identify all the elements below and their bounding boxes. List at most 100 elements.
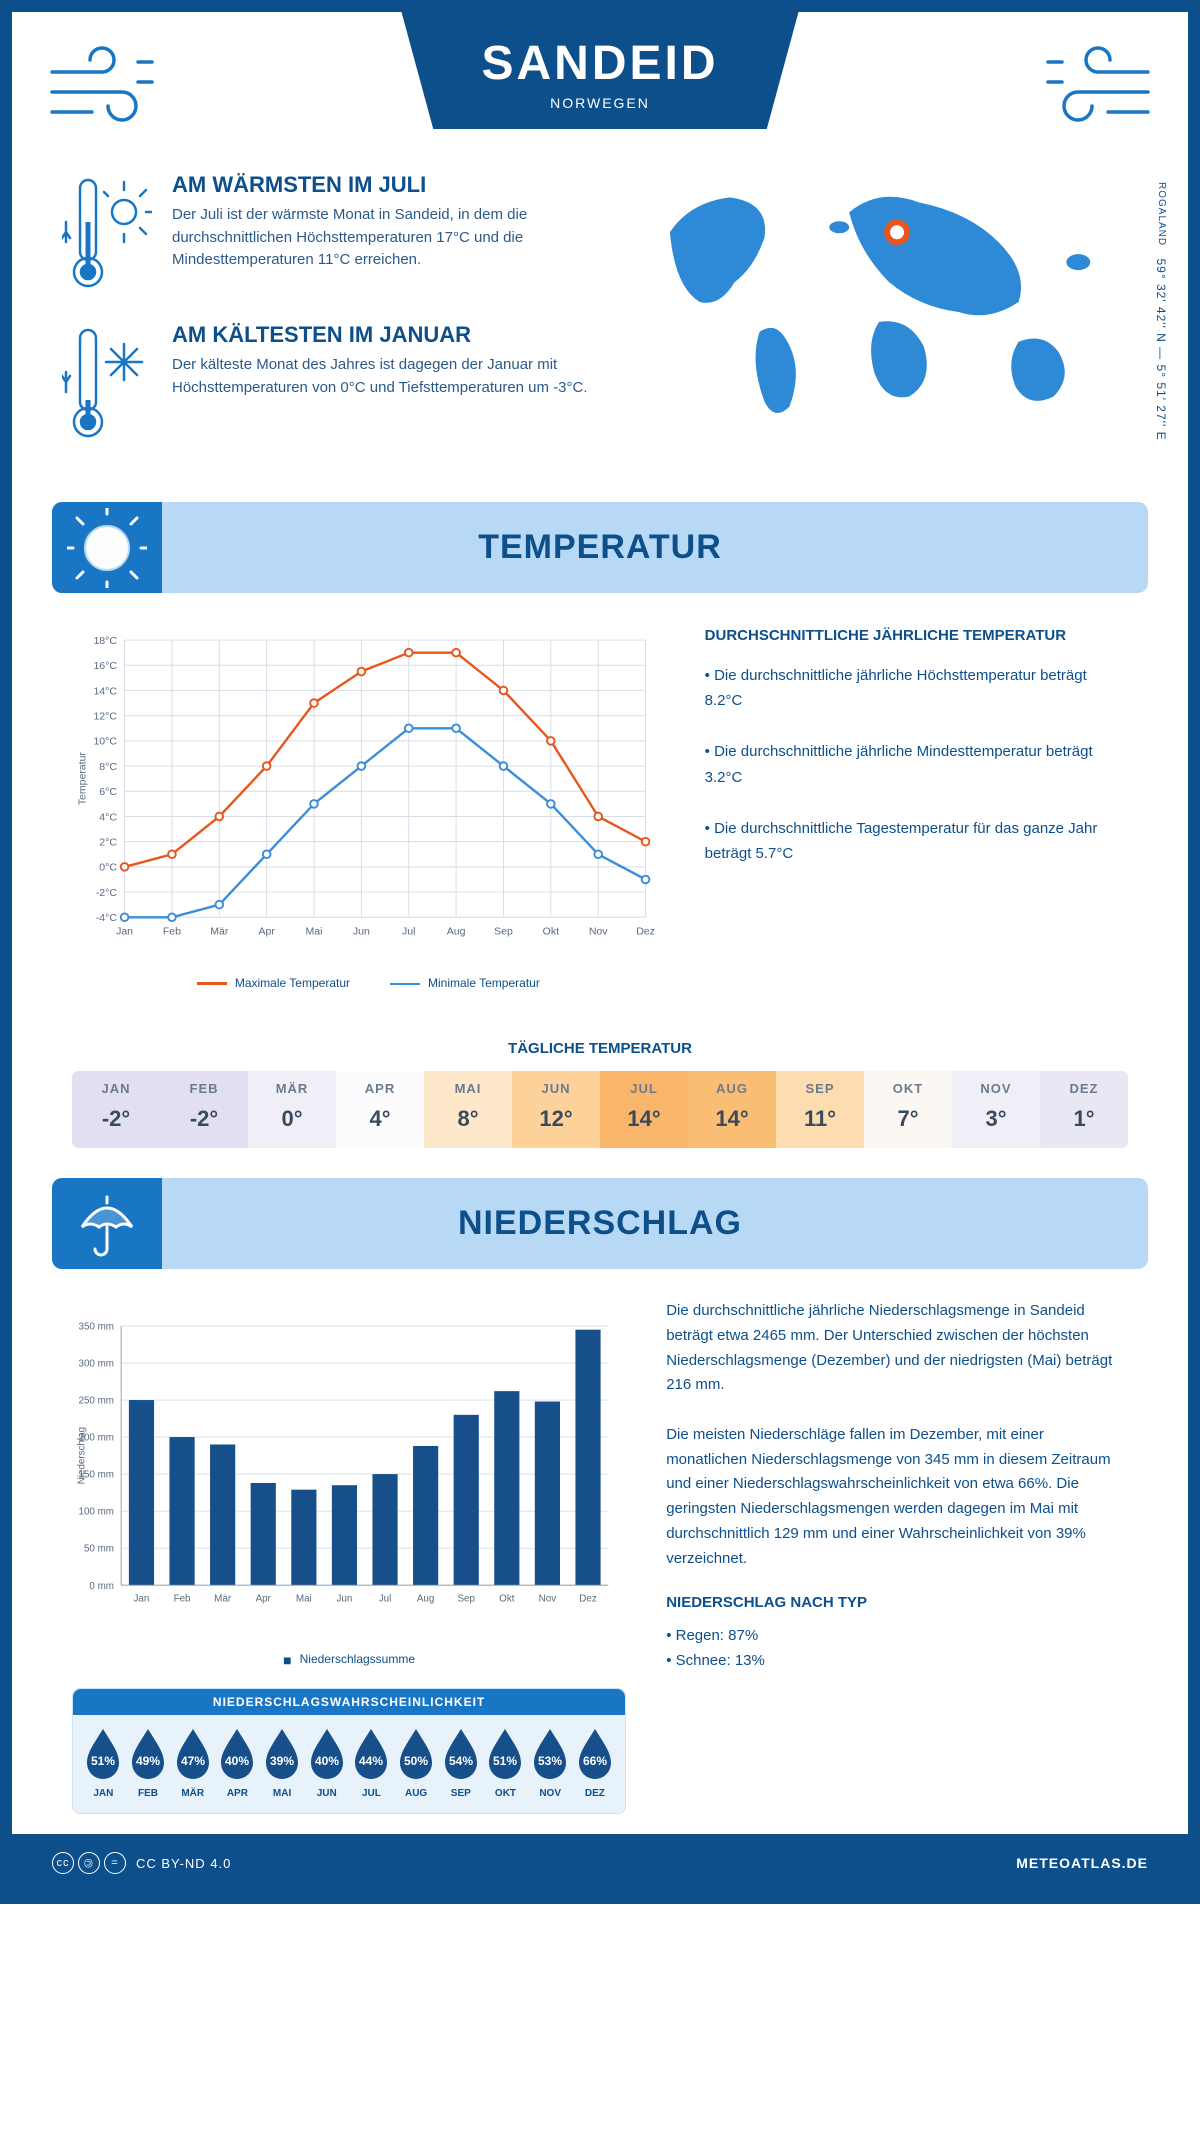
- precip-prob-box: NIEDERSCHLAGSWAHRSCHEINLICHKEIT 51%JAN 49…: [72, 1688, 626, 1814]
- prob-drop: 40%JUN: [304, 1727, 349, 1799]
- cc-icons: cc 🄯 =: [52, 1852, 126, 1874]
- precip-type-0: • Regen: 87%: [666, 1624, 1128, 1649]
- coldest-title: AM KÄLTESTEN IM JANUAR: [172, 322, 610, 348]
- thermometer-snow-icon: [62, 322, 152, 442]
- precip-prob-title: NIEDERSCHLAGSWAHRSCHEINLICHKEIT: [73, 1689, 625, 1715]
- title-banner: SANDEID NORWEGEN: [401, 12, 798, 129]
- country-subtitle: NORWEGEN: [481, 95, 718, 111]
- temp-bullet-2: • Die durchschnittliche Tagestemperatur …: [705, 816, 1128, 867]
- warmest-text: Der Juli ist der wärmste Monat in Sandei…: [172, 204, 610, 272]
- precip-text-2: Die meisten Niederschläge fallen im Deze…: [666, 1423, 1128, 1572]
- precip-left: 0 mm50 mm100 mm150 mm200 mm250 mm300 mm3…: [72, 1299, 626, 1814]
- sun-header-icon: [52, 502, 162, 593]
- prob-drop: 66%DEZ: [573, 1727, 618, 1799]
- daily-temp-grid: JAN-2°FEB-2°MÄR0°APR4°MAI8°JUN12°JUL14°A…: [72, 1071, 1128, 1148]
- svg-text:Niederschlag: Niederschlag: [77, 1427, 88, 1484]
- map-column: ROGALAND 59° 32' 42'' N — 5° 51' 27'' E: [640, 172, 1138, 472]
- svg-text:18°C: 18°C: [93, 635, 117, 647]
- temp-info-title: DURCHSCHNITTLICHE JÄHRLICHE TEMPERATUR: [705, 623, 1128, 649]
- precip-title: NIEDERSCHLAG: [72, 1204, 1128, 1243]
- svg-text:Nov: Nov: [589, 925, 608, 937]
- daily-cell: JUL14°: [600, 1071, 688, 1148]
- temp-bullet-0: • Die durchschnittliche jährliche Höchst…: [705, 663, 1128, 714]
- svg-text:300 mm: 300 mm: [78, 1359, 114, 1370]
- svg-text:51%: 51%: [493, 1754, 517, 1768]
- prob-drop: 51%OKT: [483, 1727, 528, 1799]
- precip-body: 0 mm50 mm100 mm150 mm200 mm250 mm300 mm3…: [12, 1299, 1188, 1834]
- prob-drop: 50%AUG: [394, 1727, 439, 1799]
- svg-text:Jun: Jun: [337, 1593, 353, 1604]
- daily-cell: JUN12°: [512, 1071, 600, 1148]
- svg-text:49%: 49%: [136, 1754, 160, 1768]
- header-row: SANDEID NORWEGEN: [12, 12, 1188, 142]
- svg-text:Sep: Sep: [494, 925, 513, 937]
- svg-text:Temperatur: Temperatur: [76, 752, 88, 806]
- precip-type-1: • Schnee: 13%: [666, 1649, 1128, 1674]
- precip-type-title: NIEDERSCHLAG NACH TYP: [666, 1591, 1128, 1616]
- svg-text:8°C: 8°C: [99, 761, 117, 773]
- svg-text:40%: 40%: [315, 1754, 339, 1768]
- license-block: cc 🄯 = CC BY-ND 4.0: [52, 1852, 231, 1874]
- daily-cell: SEP11°: [776, 1071, 864, 1148]
- daily-cell: OKT7°: [864, 1071, 952, 1148]
- temperature-title: TEMPERATUR: [72, 528, 1128, 567]
- svg-text:12°C: 12°C: [93, 710, 117, 722]
- svg-text:44%: 44%: [359, 1754, 383, 1768]
- coordinates-label: ROGALAND 59° 32' 42'' N — 5° 51' 27'' E: [1154, 182, 1168, 441]
- svg-text:250 mm: 250 mm: [78, 1396, 114, 1407]
- wind-icon-left: [42, 32, 172, 142]
- footer: cc 🄯 = CC BY-ND 4.0 METEOATLAS.DE: [12, 1834, 1188, 1892]
- svg-text:16°C: 16°C: [93, 660, 117, 672]
- coords-text: 59° 32' 42'' N — 5° 51' 27'' E: [1154, 258, 1168, 440]
- svg-text:-2°C: -2°C: [96, 887, 118, 899]
- city-title: SANDEID: [481, 36, 718, 91]
- precip-section-header: NIEDERSCHLAG: [52, 1178, 1148, 1269]
- svg-text:Jan: Jan: [116, 925, 133, 937]
- coldest-text: Der kälteste Monat des Jahres ist dagege…: [172, 354, 610, 399]
- svg-text:Mär: Mär: [210, 925, 229, 937]
- svg-text:Mai: Mai: [296, 1593, 312, 1604]
- legend-precip: Niederschlagssumme: [283, 1652, 415, 1668]
- svg-text:66%: 66%: [583, 1754, 607, 1768]
- daily-cell: NOV3°: [952, 1071, 1040, 1148]
- coldest-fact: AM KÄLTESTEN IM JANUAR Der kälteste Mona…: [62, 322, 610, 442]
- daily-cell: MÄR0°: [248, 1071, 336, 1148]
- prob-drop: 40%APR: [215, 1727, 260, 1799]
- svg-text:54%: 54%: [449, 1754, 473, 1768]
- nd-icon: =: [104, 1852, 126, 1874]
- svg-text:39%: 39%: [270, 1754, 294, 1768]
- temp-bullet-1: • Die durchschnittliche jährliche Mindes…: [705, 739, 1128, 790]
- daily-cell: AUG14°: [688, 1071, 776, 1148]
- svg-text:Mai: Mai: [306, 925, 323, 937]
- temperature-chart-wrap: -4°C-2°C0°C2°C4°C6°C8°C10°C12°C14°C16°C1…: [72, 623, 665, 990]
- prob-drop: 54%SEP: [438, 1727, 483, 1799]
- svg-text:Feb: Feb: [174, 1593, 191, 1604]
- svg-text:0°C: 0°C: [99, 862, 117, 874]
- facts-column: AM WÄRMSTEN IM JULI Der Juli ist der wär…: [62, 172, 610, 472]
- temperature-section-header: TEMPERATUR: [52, 502, 1148, 593]
- temperature-legend: Maximale Temperatur Minimale Temperatur: [72, 976, 665, 990]
- precip-prob-row: 51%JAN49%FEB47%MÄR40%APR39%MAI40%JUN44%J…: [73, 1715, 625, 1813]
- svg-text:-4°C: -4°C: [96, 912, 118, 924]
- svg-text:350 mm: 350 mm: [78, 1322, 114, 1333]
- svg-text:0 mm: 0 mm: [89, 1581, 114, 1592]
- svg-text:Jul: Jul: [379, 1593, 392, 1604]
- temperature-body: -4°C-2°C0°C2°C4°C6°C8°C10°C12°C14°C16°C1…: [12, 623, 1188, 1010]
- svg-text:47%: 47%: [181, 1754, 205, 1768]
- prob-drop: 51%JAN: [81, 1727, 126, 1799]
- svg-text:10°C: 10°C: [93, 736, 117, 748]
- svg-text:6°C: 6°C: [99, 786, 117, 798]
- svg-text:Feb: Feb: [163, 925, 181, 937]
- warmest-title: AM WÄRMSTEN IM JULI: [172, 172, 610, 198]
- svg-text:14°C: 14°C: [93, 685, 117, 697]
- site-name: METEOATLAS.DE: [1016, 1855, 1148, 1871]
- svg-text:Aug: Aug: [417, 1593, 435, 1604]
- svg-text:Okt: Okt: [499, 1593, 515, 1604]
- svg-text:Mär: Mär: [214, 1593, 232, 1604]
- daily-cell: DEZ1°: [1040, 1071, 1128, 1148]
- svg-text:100 mm: 100 mm: [78, 1507, 114, 1518]
- prob-drop: 47%MÄR: [170, 1727, 215, 1799]
- wind-icon-right: [1028, 32, 1158, 142]
- region-label: ROGALAND: [1156, 182, 1167, 246]
- svg-text:2°C: 2°C: [99, 836, 117, 848]
